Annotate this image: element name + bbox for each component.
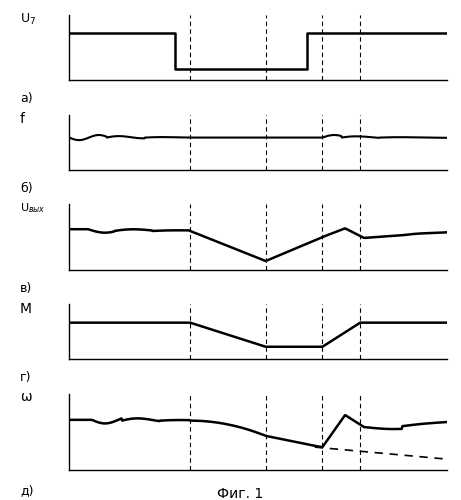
Text: д): д) [20,484,34,496]
Text: U$_{вых}$: U$_{вых}$ [20,201,46,215]
Text: Фиг. 1: Фиг. 1 [217,486,263,500]
Text: г): г) [20,371,31,384]
Text: U$_7$: U$_7$ [20,12,36,27]
Text: б): б) [20,182,33,194]
Text: ω: ω [20,390,32,404]
Text: M: M [20,302,32,316]
Text: f: f [20,112,25,126]
Text: в): в) [20,282,32,294]
Text: а): а) [20,92,33,105]
